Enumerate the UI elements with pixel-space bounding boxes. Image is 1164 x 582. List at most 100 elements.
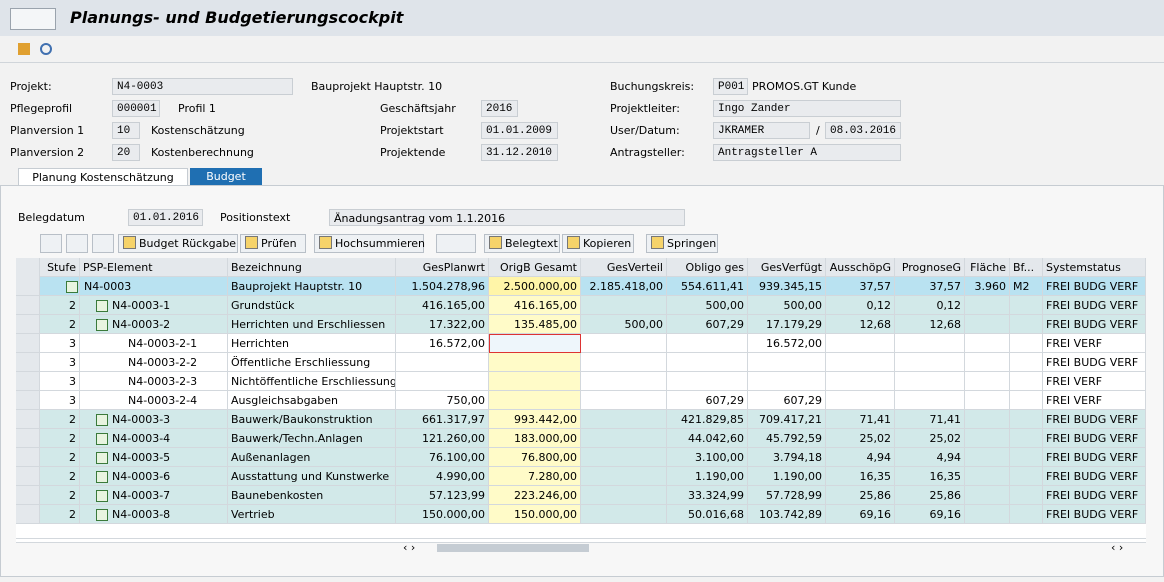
icon (651, 236, 664, 249)
row-selector[interactable] (16, 334, 40, 353)
column-header[interactable]: OrigB Gesamt (489, 258, 581, 277)
column-header[interactable]: GesVerteil (581, 258, 667, 277)
icon-button[interactable] (66, 234, 88, 253)
node-icon[interactable] (96, 452, 108, 464)
node-icon[interactable] (96, 319, 108, 331)
row-selector[interactable] (16, 410, 40, 429)
table-cell (396, 372, 489, 391)
row-selector[interactable] (16, 391, 40, 410)
table-cell: 554.611,41 (667, 277, 748, 296)
input-cell[interactable]: 183.000,00 (489, 429, 581, 448)
column-header[interactable]: GesPlanwrt (396, 258, 489, 277)
table-cell (581, 334, 667, 353)
column-header[interactable]: Bezeichnung (228, 258, 396, 277)
node-icon[interactable] (96, 509, 108, 521)
node-icon[interactable] (96, 471, 108, 483)
table-cell (1010, 372, 1043, 391)
icon (245, 236, 258, 249)
table-cell: Bauwerk/Baukonstruktion (228, 410, 396, 429)
table-cell: 3 (40, 372, 80, 391)
toolbar-button[interactable]: Kopieren (562, 234, 634, 253)
label: Belegdatum (18, 209, 85, 227)
table-cell: FREI BUDG VERF (1043, 277, 1146, 296)
table-cell (1010, 353, 1043, 372)
row-selector[interactable] (16, 315, 40, 334)
table-cell: 2 (40, 486, 80, 505)
icon[interactable] (40, 43, 52, 55)
column-header[interactable]: PSP-Element (80, 258, 228, 277)
column-header[interactable]: Obligo ges (667, 258, 748, 277)
icon-button[interactable] (92, 234, 114, 253)
table-cell (748, 372, 826, 391)
row-selector[interactable] (16, 467, 40, 486)
row-selector[interactable] (16, 277, 40, 296)
separator-text: / (816, 122, 820, 140)
input-cell[interactable]: 416.165,00 (489, 296, 581, 315)
menu-button[interactable] (10, 8, 56, 30)
table-cell: FREI BUDG VERF (1043, 315, 1146, 334)
scroll-arrows[interactable]: ‹ › (403, 541, 415, 554)
row-selector[interactable] (16, 296, 40, 315)
table-cell (965, 429, 1010, 448)
table-cell: N4-0003-2-1 (80, 334, 228, 353)
table-cell (1010, 410, 1043, 429)
row-selector[interactable] (16, 448, 40, 467)
table-cell: 3 (40, 391, 80, 410)
table-cell: 45.792,59 (748, 429, 826, 448)
row-selector[interactable] (16, 353, 40, 372)
toolbar-button[interactable]: Prüfen (240, 234, 306, 253)
node-icon[interactable] (96, 300, 108, 312)
table-cell (895, 372, 965, 391)
input-cell[interactable]: 993.442,00 (489, 410, 581, 429)
table-cell (1010, 467, 1043, 486)
table-cell: FREI VERF (1043, 334, 1146, 353)
icon-button[interactable] (40, 234, 62, 253)
table-cell: N4-0003-8 (80, 505, 228, 524)
label: Planversion 1 (10, 122, 84, 140)
field: 01.01.2009 (481, 122, 558, 139)
node-icon[interactable] (96, 490, 108, 502)
column-header[interactable]: GesVerfügt (748, 258, 826, 277)
row-selector[interactable] (16, 486, 40, 505)
table-cell: FREI BUDG VERF (1043, 505, 1146, 524)
input-cell[interactable] (489, 391, 581, 410)
column-header[interactable]: Fläche (965, 258, 1010, 277)
column-header[interactable]: PrognoseG (895, 258, 965, 277)
row-selector[interactable] (16, 505, 40, 524)
table-cell: Grundstück (228, 296, 396, 315)
column-header[interactable]: Stufe (40, 258, 80, 277)
tab-active[interactable]: Budget (190, 168, 262, 185)
table-cell (965, 391, 1010, 410)
label: Pflegeprofil (10, 100, 72, 118)
input-cell[interactable] (489, 372, 581, 391)
table-cell: 1.504.278,96 (396, 277, 489, 296)
row-selector[interactable] (16, 372, 40, 391)
toolbar-button[interactable]: Springen (646, 234, 718, 253)
table-cell: N4-0003-7 (80, 486, 228, 505)
input-cell[interactable]: 135.485,00 (489, 315, 581, 334)
input-cell[interactable]: 223.246,00 (489, 486, 581, 505)
input-cell[interactable]: 76.800,00 (489, 448, 581, 467)
input-cell[interactable]: 150.000,00 (489, 505, 581, 524)
column-header[interactable]: Bf... (1010, 258, 1043, 277)
input-cell[interactable]: 7.280,00 (489, 467, 581, 486)
column-header[interactable]: AusschöpG (826, 258, 895, 277)
column-header[interactable]: Systemstatus (1043, 258, 1146, 277)
scrollbar[interactable] (437, 544, 589, 552)
input-cell[interactable] (489, 334, 581, 353)
table-cell (965, 353, 1010, 372)
toolbar-button[interactable]: Belegtext (484, 234, 560, 253)
table-cell (1010, 486, 1043, 505)
toolbar-button[interactable]: Hochsummieren (314, 234, 424, 253)
node-icon[interactable] (96, 414, 108, 426)
input-cell[interactable] (489, 353, 581, 372)
icon-button[interactable] (436, 234, 476, 253)
table-cell: 939.345,15 (748, 277, 826, 296)
node-icon[interactable] (66, 281, 78, 293)
input-cell[interactable]: 2.500.000,00 (489, 277, 581, 296)
icon[interactable] (18, 43, 30, 55)
scroll-arrows[interactable]: ‹ › (1111, 541, 1123, 554)
row-selector[interactable] (16, 429, 40, 448)
node-icon[interactable] (96, 433, 108, 445)
toolbar-button[interactable]: Budget Rückgabe (118, 234, 238, 253)
